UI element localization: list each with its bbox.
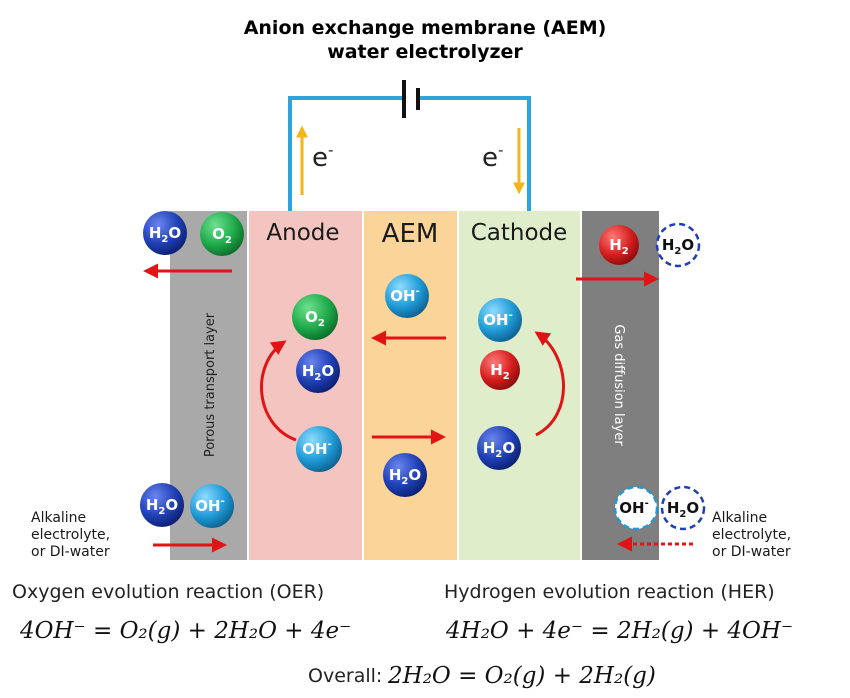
water-molecule-dashed: H2O xyxy=(660,485,706,531)
water-molecule: H2O xyxy=(143,211,187,255)
svg-text:H2O: H2O xyxy=(667,499,699,520)
oer-label: Oxygen evolution reaction (OER) xyxy=(12,581,324,603)
anode-label: Anode xyxy=(266,220,339,246)
feed-label-left: Alkaline electrolyte, or DI-water xyxy=(31,510,110,560)
svg-text:OH-: OH- xyxy=(195,496,224,515)
hydroxide-ion-dashed: OH- xyxy=(613,485,659,531)
hydroxide-ion: OH- xyxy=(478,298,522,342)
svg-text:H2O: H2O xyxy=(389,466,421,487)
oer-equation: 4OH⁻ = O₂(g) + 2H₂O + 4e⁻ xyxy=(19,618,351,644)
svg-text:O2: O2 xyxy=(305,308,325,329)
svg-text:O2: O2 xyxy=(212,225,232,246)
svg-text:OH-: OH- xyxy=(302,439,331,458)
water-molecule: H2O xyxy=(296,349,340,393)
svg-text:H2O: H2O xyxy=(146,496,178,517)
svg-text:OH-: OH- xyxy=(390,286,419,305)
svg-text:H2: H2 xyxy=(490,361,510,382)
porous-transport-layer-label: Porous transport layer xyxy=(203,312,218,457)
external-circuit xyxy=(288,80,531,211)
anode-reaction-curve-arrow-icon xyxy=(260,340,297,442)
aem-label: AEM xyxy=(382,219,439,249)
circuit-wire xyxy=(288,96,402,211)
gas-diffusion-layer-label: Gas diffusion layer xyxy=(611,324,626,446)
title-line-2: water electrolyzer xyxy=(327,41,523,63)
overall-label: Overall: xyxy=(308,665,382,687)
hydroxide-ion: OH- xyxy=(385,274,429,318)
water-molecule-dashed: H2O xyxy=(655,222,701,268)
water-molecule: H2O xyxy=(477,426,521,470)
svg-text:H2O: H2O xyxy=(662,236,694,257)
oxygen-molecule: O2 xyxy=(292,294,338,340)
svg-text:H2O: H2O xyxy=(483,439,515,460)
electron-label-right: e- xyxy=(482,141,503,173)
electron-label-left: e- xyxy=(312,141,333,173)
cathode-reaction-curve-arrow-icon xyxy=(534,331,565,437)
svg-text:OH-: OH- xyxy=(483,310,512,329)
svg-text:H2: H2 xyxy=(609,236,629,257)
title-line-1: Anion exchange membrane (AEM) xyxy=(244,17,607,39)
svg-text:H2O: H2O xyxy=(149,224,181,245)
hydroxide-ion: OH- xyxy=(190,484,234,528)
overall-equation: 2H₂O = O₂(g) + 2H₂(g) xyxy=(387,663,656,689)
hydroxide-ion: OH- xyxy=(296,426,342,472)
her-equation: 4H₂O + 4e⁻ = 2H₂(g) + 4OH⁻ xyxy=(445,618,793,644)
cathode-region xyxy=(458,211,581,560)
svg-text:H2O: H2O xyxy=(302,362,334,383)
circuit-wire-right xyxy=(420,96,531,211)
her-label: Hydrogen evolution reaction (HER) xyxy=(444,581,775,603)
svg-text:OH-: OH- xyxy=(619,498,648,517)
hydrogen-molecule: H2 xyxy=(480,350,520,390)
water-molecule: H2O xyxy=(140,483,184,527)
cathode-label: Cathode xyxy=(471,220,568,246)
feed-label-right: Alkaline electrolyte, or DI-water xyxy=(712,510,791,560)
aem-region xyxy=(363,211,458,560)
oxygen-molecule: O2 xyxy=(200,212,244,256)
hydrogen-molecule: H2 xyxy=(599,225,639,265)
water-molecule: H2O xyxy=(383,453,427,497)
